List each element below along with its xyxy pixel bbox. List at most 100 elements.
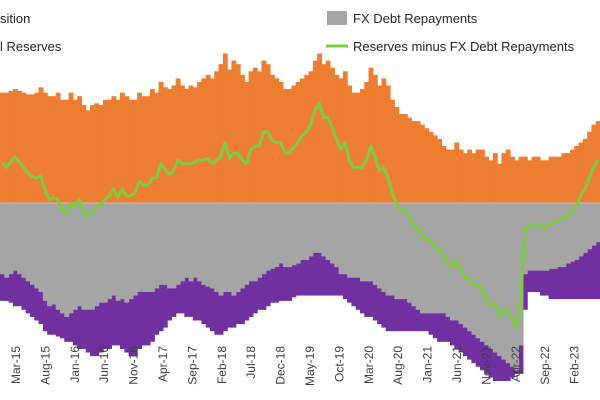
- fx-debt-bar-65: [278, 203, 284, 264]
- fx-debt-bar-139: [595, 203, 600, 243]
- fx-debt-bar-47: [201, 203, 207, 285]
- x-axis-ticks: Mar-15 Aug-15 Jan-16 Jun-16 Nov-16 Apr-17 Sep-…: [9, 346, 582, 386]
- reserves-bar-5: [21, 92, 27, 203]
- reserves-bar-101: [432, 135, 438, 203]
- fx-debt-bar-61: [261, 203, 267, 275]
- fx-debt-bar-68: [291, 203, 297, 266]
- fx-debt-bar-99: [424, 203, 430, 314]
- fx-debt-bar-118: [505, 203, 511, 364]
- reserves-bar-124: [531, 156, 537, 203]
- reserves-bar-21: [90, 105, 95, 203]
- reserves-bar-135: [578, 142, 584, 203]
- fx-debt-bar-49: [210, 203, 215, 289]
- fx-debt-bar-130: [557, 203, 563, 268]
- x-tick-label: Sep-17: [185, 346, 199, 385]
- reserves-bar-103: [441, 146, 447, 203]
- reserves-bar-48: [205, 74, 211, 203]
- fx-debt-bar-132: [565, 203, 571, 264]
- fx-debt-bar-91: [390, 203, 395, 296]
- fx-debt-bar-57: [244, 203, 250, 285]
- legend-swatch-debt: [327, 11, 347, 25]
- reserves-bar-58: [248, 71, 254, 203]
- fx-debt-bar-28: [120, 203, 125, 300]
- reserves-bar-45: [192, 87, 198, 203]
- reserves-bar-115: [492, 153, 498, 203]
- fx-debt-bar-98: [420, 203, 425, 314]
- fx-debt-bar-102: [437, 203, 443, 314]
- reserves-bar-117: [501, 153, 507, 203]
- reserves-bar-111: [475, 149, 481, 203]
- reserves-bar-7: [30, 94, 35, 203]
- reserves-bar-134: [574, 146, 580, 203]
- fx-debt-bar-55: [235, 203, 241, 292]
- fx-debt-bar-133: [570, 203, 575, 262]
- reserves-bar-132: [565, 153, 571, 203]
- reserves-bar-46: [197, 81, 203, 203]
- reserves-bar-80: [342, 71, 348, 203]
- fx-debt-bar-21: [90, 203, 95, 310]
- fx-debt-bar-35: [150, 203, 155, 292]
- fx-debt-bar-41: [175, 203, 181, 285]
- x-tick-label: Mar-15: [9, 346, 23, 384]
- reserves-bar-72: [308, 71, 314, 203]
- reserves-bar-26: [111, 96, 117, 203]
- fx-debt-bar-135: [578, 203, 584, 257]
- reserves-bar-87: [372, 74, 378, 203]
- reserves-bar-35: [150, 89, 155, 203]
- reserves-bar-123: [527, 160, 533, 203]
- fx-debt-bar-25: [107, 203, 113, 300]
- fx-debt-bar-115: [492, 203, 498, 353]
- fx-debt-bar-9: [38, 203, 44, 292]
- legend-label-reserves: l Reserves: [0, 39, 62, 54]
- fx-debt-bar-40: [171, 203, 177, 289]
- reserves-bar-13: [55, 92, 61, 203]
- reserves-bar-98: [420, 124, 425, 203]
- fx-debt-bar-31: [132, 203, 138, 296]
- reserves-bar-95: [407, 117, 413, 203]
- fx-debt-bar-64: [274, 203, 280, 268]
- reserves-bar-99: [424, 128, 430, 203]
- x-tick-label: Jan-16: [68, 346, 82, 383]
- x-tick-label: Jul-18: [244, 346, 258, 379]
- reserves-bar-92: [394, 106, 400, 203]
- reserves-bar-1: [4, 92, 10, 203]
- fx-debt-bar-119: [510, 203, 515, 367]
- reserves-bar-105: [450, 149, 455, 203]
- fx-debt-bar-3: [12, 203, 18, 271]
- fx-debt-bar-120: [514, 203, 520, 371]
- x-tick-label: Sep-22: [538, 346, 552, 385]
- fx-debt-bar-107: [458, 203, 464, 325]
- fx-debt-bar-138: [591, 203, 597, 246]
- fx-debt-bar-124: [531, 203, 537, 271]
- reserves-bar-10: [42, 92, 48, 203]
- reserves-bar-64: [274, 78, 280, 203]
- fx-debt-bar-96: [411, 203, 417, 307]
- reserves-bar-116: [497, 163, 503, 203]
- reserves-bar-127: [544, 160, 550, 203]
- fx-debt-bar-70: [300, 203, 305, 260]
- fx-debt-bar-129: [552, 203, 558, 269]
- fx-debt-bar-79: [338, 203, 344, 275]
- x-tick-label: Oct-19: [332, 346, 346, 382]
- reserves-bar-100: [428, 131, 434, 203]
- fx-debt-bar-92: [394, 203, 400, 300]
- reserves-bar-19: [81, 105, 87, 203]
- reserves-bar-129: [552, 156, 558, 203]
- fx-debt-bar-15: [64, 203, 70, 317]
- x-tick-label: Feb-23: [568, 346, 582, 384]
- reserves-bar-4: [17, 90, 23, 203]
- reserves-bar-73: [312, 60, 318, 203]
- reserves-bar-17: [72, 99, 78, 203]
- legend-label-position: sition: [0, 11, 30, 26]
- fx-debt-bar-10: [42, 203, 48, 301]
- fx-debt-bar-32: [137, 203, 143, 292]
- fx-debt-bar-80: [342, 203, 348, 275]
- fx-debt-bar-6: [25, 203, 31, 282]
- reserves-bar-23: [98, 105, 104, 203]
- reserves-bar-36: [154, 92, 160, 203]
- fx-debt-bar-38: [162, 203, 168, 285]
- fx-debt-bar-2: [8, 203, 14, 275]
- reserves-bar-0: [0, 92, 5, 203]
- reserves-bar-97: [415, 121, 421, 203]
- fx-debt-bar-7: [30, 203, 35, 285]
